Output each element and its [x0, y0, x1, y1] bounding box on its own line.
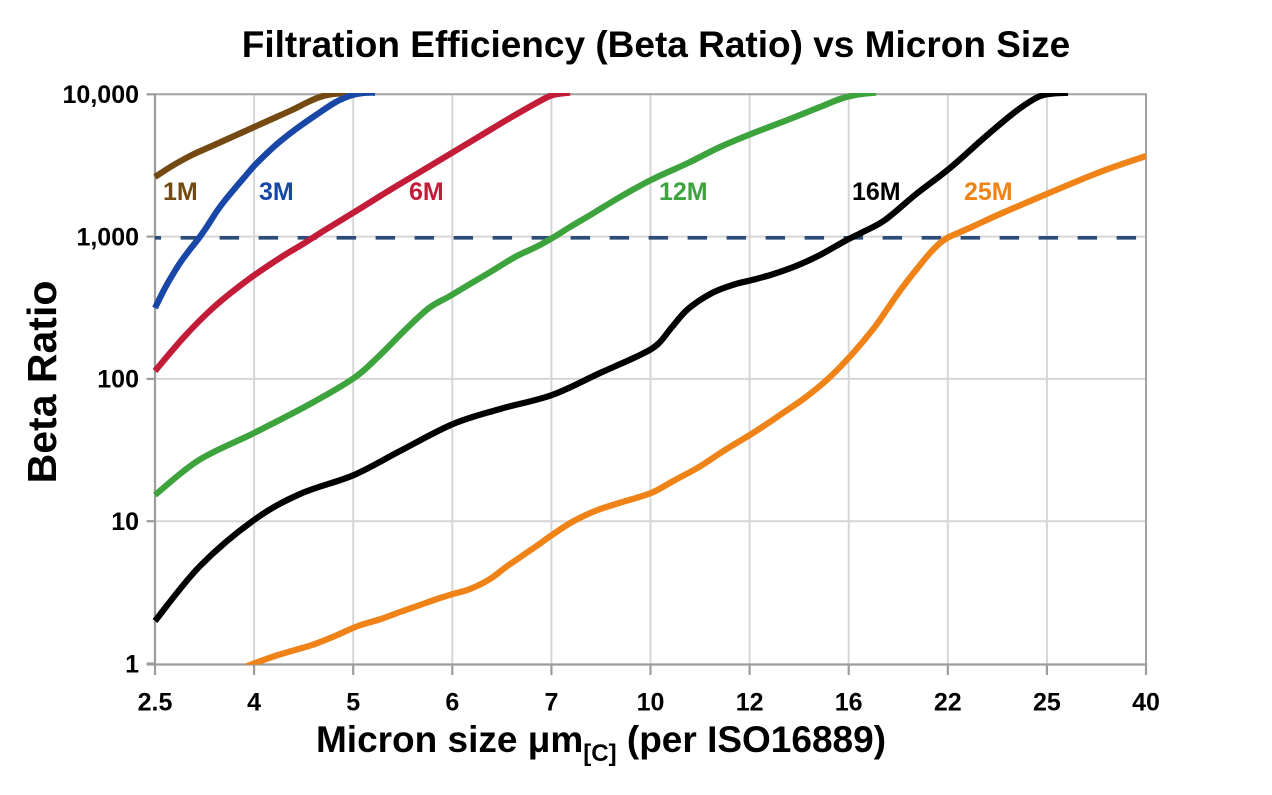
svg-text:6M: 6M: [409, 178, 444, 206]
svg-text:Filtration Efficiency (Beta Ra: Filtration Efficiency (Beta Ratio) vs Mi…: [242, 24, 1071, 65]
svg-text:25: 25: [1033, 689, 1061, 717]
svg-text:Beta Ratio: Beta Ratio: [19, 281, 65, 484]
svg-text:40: 40: [1132, 689, 1160, 717]
svg-text:100: 100: [97, 366, 139, 394]
svg-text:10: 10: [637, 689, 665, 717]
svg-text:3M: 3M: [259, 178, 294, 206]
svg-text:25M: 25M: [964, 178, 1013, 206]
svg-text:4: 4: [247, 689, 261, 717]
svg-text:5: 5: [346, 689, 360, 717]
svg-text:1M: 1M: [163, 178, 198, 206]
svg-text:12M: 12M: [659, 178, 708, 206]
svg-text:6: 6: [445, 689, 459, 717]
svg-text:10,000: 10,000: [63, 81, 139, 109]
svg-text:1: 1: [125, 650, 139, 678]
svg-text:2.5: 2.5: [138, 689, 173, 717]
svg-text:1,000: 1,000: [76, 223, 139, 251]
svg-text:7: 7: [544, 689, 558, 717]
svg-text:12: 12: [736, 689, 764, 717]
svg-text:22: 22: [934, 689, 962, 717]
svg-text:10: 10: [111, 508, 139, 536]
svg-text:16: 16: [835, 689, 863, 717]
svg-text:16M: 16M: [852, 178, 901, 206]
